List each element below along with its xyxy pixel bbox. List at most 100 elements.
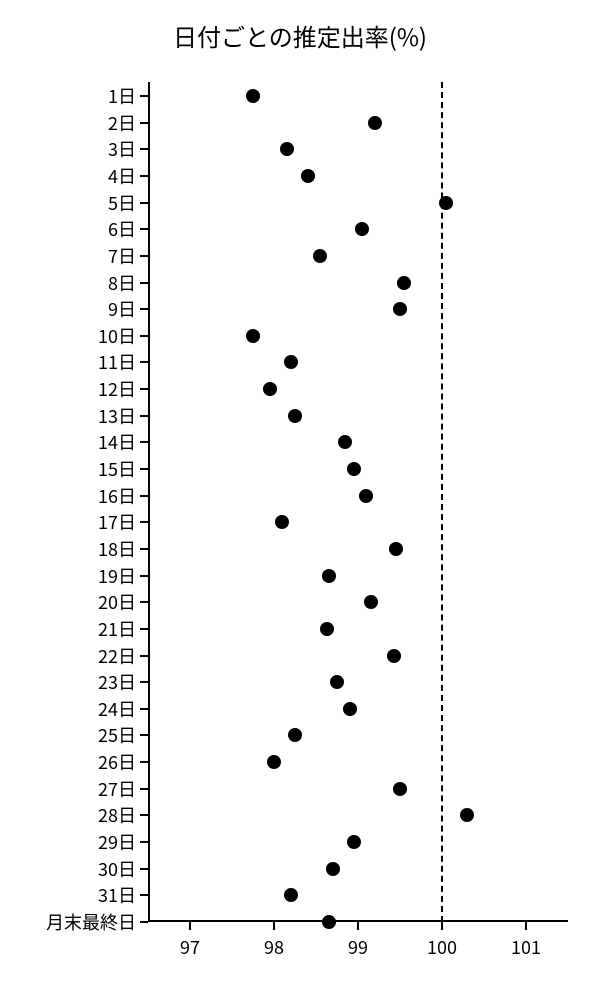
y-tick-label: 10日 [0,323,136,349]
y-tick-label: 14日 [0,429,136,455]
y-tick [140,388,148,390]
x-tick-label: 100 [427,934,457,960]
data-point [322,569,336,583]
y-tick-label: 2日 [0,110,136,136]
y-tick-label: 17日 [0,509,136,535]
x-tick [525,922,527,930]
y-tick [140,468,148,470]
y-tick-label: 19日 [0,563,136,589]
data-point [280,142,294,156]
data-point [288,409,302,423]
data-point [347,835,361,849]
data-point [263,382,277,396]
y-tick [140,628,148,630]
data-point [364,595,378,609]
data-point [326,862,340,876]
y-tick [140,228,148,230]
data-point [347,462,361,476]
data-point [246,89,260,103]
y-tick-label: 1日 [0,83,136,109]
y-tick-label: 23日 [0,669,136,695]
data-point [355,222,369,236]
data-point [387,649,401,663]
y-tick [140,761,148,763]
y-tick-label: 26日 [0,749,136,775]
y-tick-label: 11日 [0,349,136,375]
y-tick [140,575,148,577]
data-point [368,116,382,130]
data-point [393,302,407,316]
y-tick [140,361,148,363]
y-tick [140,894,148,896]
data-point [284,888,298,902]
data-point [246,329,260,343]
y-tick-label: 12日 [0,376,136,402]
y-tick [140,868,148,870]
data-point [322,915,336,929]
x-tick [357,922,359,930]
y-tick-label: 27日 [0,776,136,802]
y-tick [140,441,148,443]
y-tick [140,681,148,683]
y-tick-label: 20日 [0,589,136,615]
x-tick [189,922,191,930]
y-tick-label: 16日 [0,483,136,509]
y-tick [140,601,148,603]
y-tick [140,495,148,497]
y-tick [140,335,148,337]
y-tick-label: 25日 [0,722,136,748]
y-tick-label: 3日 [0,136,136,162]
y-tick-label: 30日 [0,856,136,882]
y-tick-label: 5日 [0,190,136,216]
y-tick-label: 13日 [0,403,136,429]
y-tick [140,788,148,790]
y-tick-label: 24日 [0,696,136,722]
chart-title: 日付ごとの推定出率(%) [0,18,600,53]
y-tick [140,282,148,284]
y-tick [140,202,148,204]
y-tick-label: 22日 [0,643,136,669]
y-tick [140,175,148,177]
data-point [460,808,474,822]
y-tick [140,308,148,310]
data-point [338,435,352,449]
y-tick [140,708,148,710]
y-tick [140,122,148,124]
y-tick-label: 6日 [0,216,136,242]
y-tick [140,415,148,417]
y-tick-label: 21日 [0,616,136,642]
y-axis [148,82,150,922]
x-tick-label: 98 [264,934,284,960]
y-tick [140,548,148,550]
y-tick [140,814,148,816]
x-tick-label: 99 [348,934,368,960]
data-point [389,542,403,556]
data-point [301,169,315,183]
y-tick-label: 月末最終日 [0,909,136,935]
data-point [343,702,357,716]
y-tick [140,95,148,97]
y-tick [140,921,148,923]
y-tick-label: 4日 [0,163,136,189]
y-tick [140,148,148,150]
x-tick [441,922,443,930]
data-point [359,489,373,503]
x-tick [273,922,275,930]
data-point [275,515,289,529]
x-tick-label: 101 [511,934,541,960]
y-tick-label: 9日 [0,296,136,322]
y-tick-label: 29日 [0,829,136,855]
y-tick [140,255,148,257]
data-point [288,728,302,742]
plot-area: 1日2日3日4日5日6日7日8日9日10日11日12日13日14日15日16日1… [148,82,568,922]
data-point [439,196,453,210]
data-point [313,249,327,263]
data-point [267,755,281,769]
y-tick [140,841,148,843]
x-tick-label: 97 [180,934,200,960]
data-point [284,355,298,369]
data-point [330,675,344,689]
y-tick-label: 7日 [0,243,136,269]
y-tick [140,655,148,657]
y-tick-label: 8日 [0,270,136,296]
